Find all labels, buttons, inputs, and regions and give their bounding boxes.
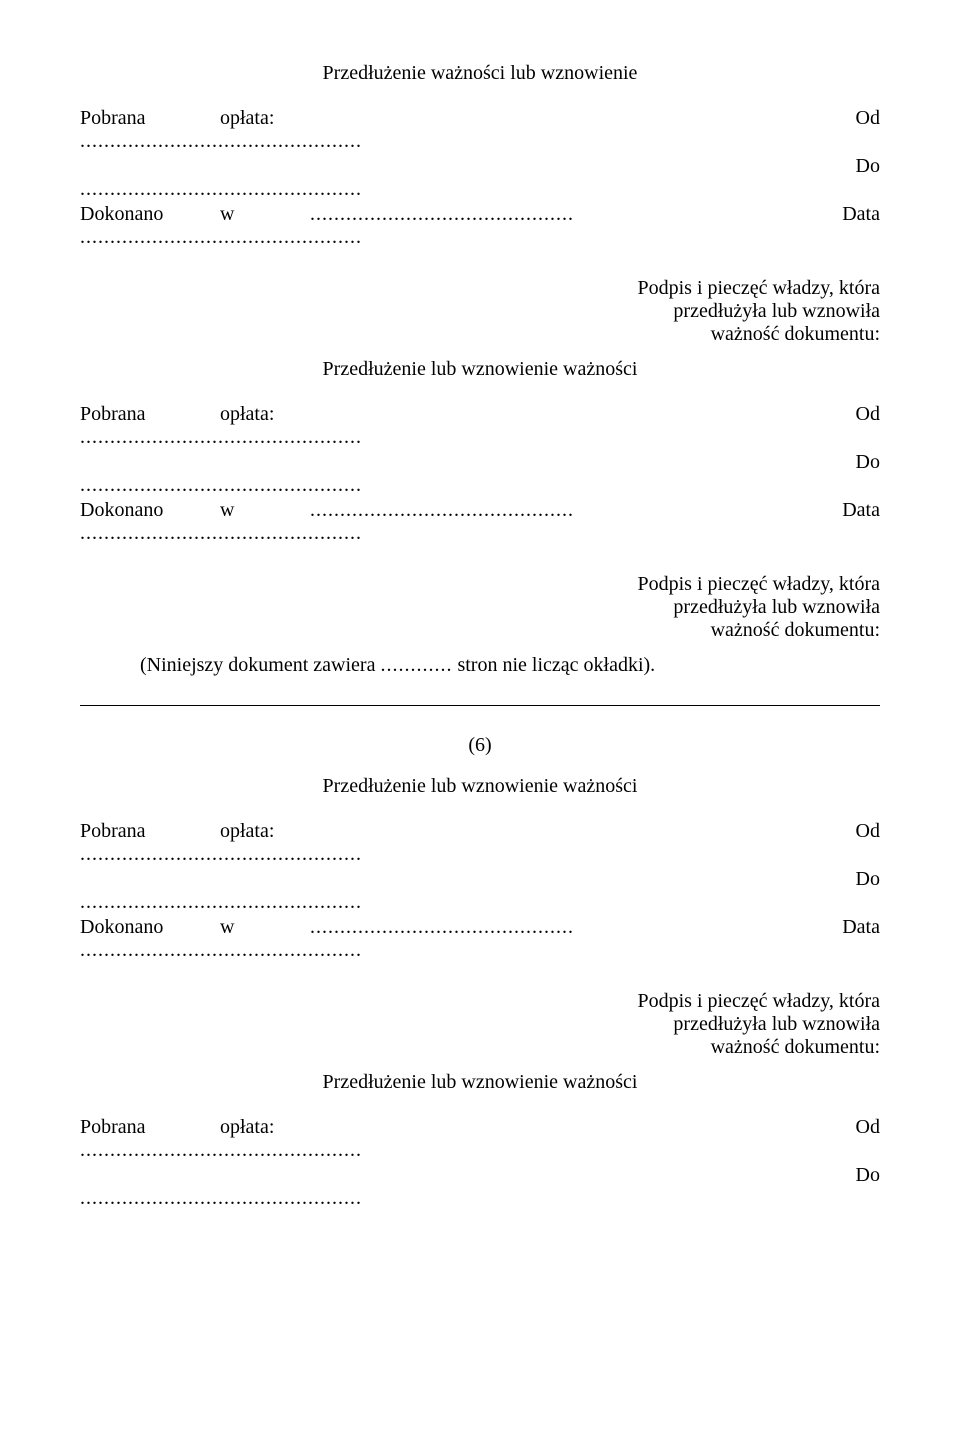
label-oplata-3: opłata: [220,820,300,843]
label-w-3: w [220,916,300,939]
label-do-1: Do [856,155,880,178]
dotted-line-2b: ........................................… [80,474,880,497]
row-do-1: Do [80,155,880,178]
heading-extension-4: Przedłużenie lub wznowienie ważności [80,1071,880,1094]
row-do-3: Do [80,868,880,891]
label-pobrana-2: Pobrana [80,403,220,426]
dotted-line-2a: ........................................… [80,426,880,449]
heading-extension-1: Przedłużenie ważności lub wznowienie [80,62,880,85]
dotted-line-3a: ........................................… [80,843,880,866]
label-pobrana-4: Pobrana [80,1116,220,1139]
heading-extension-3: Przedłużenie lub wznowienie ważności [80,775,880,798]
row-pobrana-4: Pobrana opłata: Od [80,1116,880,1139]
note-dots: ............ [380,654,452,676]
note-part1: (Niniejszy dokument zawiera [140,654,380,676]
label-od-2: Od [856,403,880,426]
row-do-2: Do [80,451,880,474]
dotted-line-3c: ........................................… [80,939,880,962]
dotted-line-2c: ........................................… [80,522,880,545]
dotted-line-1c: ........................................… [80,226,880,249]
note-part2: stron nie licząc okładki). [452,654,655,676]
label-data-2: Data [842,499,880,522]
label-do-2: Do [856,451,880,474]
label-data-3: Data [842,916,880,939]
sig-line2-2: przedłużyła lub wznowiła [80,596,880,619]
label-od-1: Od [856,107,880,130]
label-do-4: Do [856,1164,880,1187]
signature-block-2: Podpis i pieczęć władzy, która przedłuży… [80,573,880,642]
dotted-line-1b: ........................................… [80,178,880,201]
label-dokonano-1: Dokonano [80,203,220,226]
label-pobrana-3: Pobrana [80,820,220,843]
sig-line1-3: Podpis i pieczęć władzy, która [80,990,880,1013]
sig-line3-1: ważność dokumentu: [80,323,880,346]
label-data-1: Data [842,203,880,226]
heading-extension-2: Przedłużenie lub wznowienie ważności [80,358,880,381]
signature-block-3: Podpis i pieczęć władzy, która przedłuży… [80,990,880,1059]
label-w-2: w [220,499,300,522]
label-dokonano-2: Dokonano [80,499,220,522]
signature-block-1: Podpis i pieczęć władzy, która przedłuży… [80,277,880,346]
sig-line1-1: Podpis i pieczęć władzy, która [80,277,880,300]
label-od-3: Od [856,820,880,843]
dotted-line-4a: ........................................… [80,1139,880,1162]
dotted-line-4b: ........................................… [80,1187,880,1210]
sig-line3-2: ważność dokumentu: [80,619,880,642]
sig-line3-3: ważność dokumentu: [80,1036,880,1059]
document-note: (Niniejszy dokument zawiera ............… [80,654,880,677]
dotted-fill-3: ........................................… [300,916,842,939]
dotted-fill-1: ........................................… [300,203,842,226]
dotted-line-1a: ........................................… [80,130,880,153]
row-dokonano-1: Dokonano w .............................… [80,203,880,226]
label-do-3: Do [856,868,880,891]
sig-line2-3: przedłużyła lub wznowiła [80,1013,880,1036]
label-pobrana-1: Pobrana [80,107,220,130]
horizontal-rule [80,705,880,706]
label-oplata-2: opłata: [220,403,300,426]
label-oplata-1: opłata: [220,107,300,130]
dotted-line-3b: ........................................… [80,891,880,914]
row-do-4: Do [80,1164,880,1187]
sig-line1-2: Podpis i pieczęć władzy, która [80,573,880,596]
dotted-fill-2: ........................................… [300,499,842,522]
label-od-4: Od [856,1116,880,1139]
row-dokonano-3: Dokonano w .............................… [80,916,880,939]
label-oplata-4: opłata: [220,1116,300,1139]
page-number: (6) [80,734,880,757]
label-dokonano-3: Dokonano [80,916,220,939]
sig-line2-1: przedłużyła lub wznowiła [80,300,880,323]
row-pobrana-2: Pobrana opłata: Od [80,403,880,426]
row-pobrana-1: Pobrana opłata: Od [80,107,880,130]
row-pobrana-3: Pobrana opłata: Od [80,820,880,843]
row-dokonano-2: Dokonano w .............................… [80,499,880,522]
label-w-1: w [220,203,300,226]
